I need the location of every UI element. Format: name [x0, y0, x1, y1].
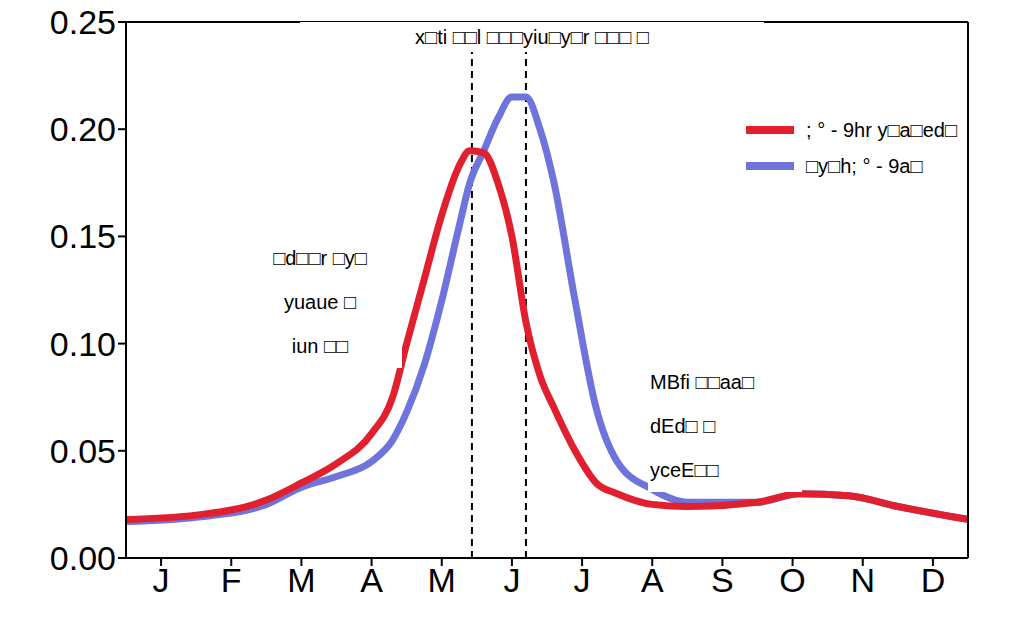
svg-text:0.25: 0.25: [50, 3, 116, 41]
svg-text:J: J: [503, 561, 520, 599]
svg-text:M: M: [428, 561, 456, 599]
html-text:MBfi □□aa□: MBfi □□aa□: [650, 371, 754, 393]
svg-text:0.05: 0.05: [50, 432, 116, 470]
svg-text:A: A: [641, 561, 664, 599]
svg-text:F: F: [221, 561, 242, 599]
html-text:; ° - 9hr y□a□ed□: ; ° - 9hr y□a□ed□: [806, 118, 957, 141]
svg-text:J: J: [153, 561, 170, 599]
html-text:dEd□ □: dEd□ □: [650, 415, 716, 437]
svg-text:0.10: 0.10: [50, 325, 116, 363]
svg-text:A: A: [360, 561, 383, 599]
html-text:□y□h; ° - 9a□: □y□h; ° - 9a□: [806, 154, 923, 177]
svg-text:0.15: 0.15: [50, 217, 116, 255]
html-text:□d□□r □y□: □d□□r □y□: [273, 247, 367, 269]
svg-text:M: M: [287, 561, 315, 599]
svg-text:D: D: [921, 561, 946, 599]
svg-text:0.00: 0.00: [50, 539, 116, 577]
svg-text:0.20: 0.20: [50, 110, 116, 148]
svg-text:N: N: [850, 561, 875, 599]
svg-text:J: J: [574, 561, 591, 599]
html-text:x□ti □□l □□□yiu□y□r □□□ □: x□ti □□l □□□yiu□y□r □□□ □: [415, 26, 649, 48]
svg-text:S: S: [711, 561, 734, 599]
html-text:yuaue □: yuaue □: [283, 291, 357, 313]
html-text:ycеE□□: ycеE□□: [650, 459, 719, 481]
svg-text:O: O: [779, 561, 805, 599]
html-text:iun □□: iun □□: [291, 335, 349, 357]
